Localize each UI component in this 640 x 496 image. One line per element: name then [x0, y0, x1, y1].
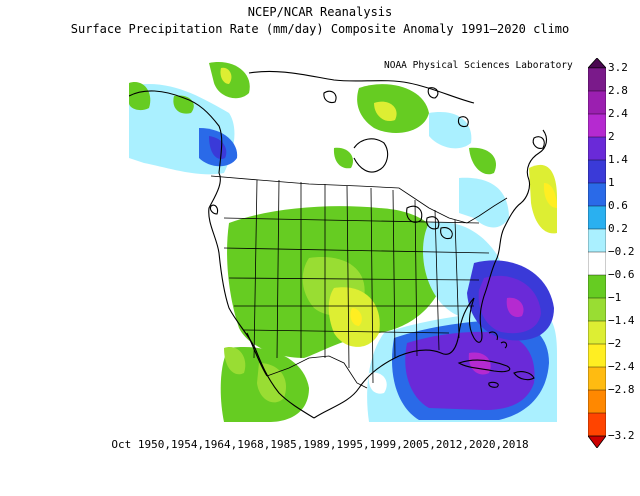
colorbar-swatch [588, 67, 606, 92]
composite-years-caption: Oct 1950,1954,1964,1968,1985,1989,1995,1… [111, 438, 529, 451]
cyan-patch-canada [429, 112, 472, 149]
colorbar-tick-label: −0.2 [608, 245, 635, 258]
colorbar-tick-label: 2 [608, 130, 615, 143]
purple-region-caribbean [405, 331, 535, 410]
colorbar-swatch [588, 205, 606, 230]
darkblue-patch-nw [209, 136, 227, 160]
green-patch-hudson [333, 147, 354, 169]
colorbar-swatch [588, 343, 606, 368]
colorbar-tick-label: −2 [608, 337, 622, 350]
arctic-islands [323, 87, 469, 128]
coast-baja [246, 332, 268, 377]
coast-arctic [248, 70, 475, 104]
magenta-spot-atlantic [506, 297, 524, 318]
colorbar-tick-label: −1 [608, 291, 622, 304]
newfoundland [532, 136, 545, 149]
colorbar-swatch [588, 389, 606, 414]
colorbar-tick-label: 2.4 [608, 107, 628, 120]
coast-hudson [353, 138, 389, 173]
colorbar-swatches [588, 67, 606, 437]
cuba-island [457, 359, 511, 373]
hispaniola-island [513, 371, 535, 381]
orange-spot-texas [350, 308, 362, 326]
colorbar-tick-label: 2.8 [608, 84, 628, 97]
yellow-patch-atlantic [529, 164, 557, 234]
colorbar-tick-label: 0.2 [608, 222, 628, 235]
colorbar-swatch [588, 136, 606, 161]
colorbar-swatch [588, 113, 606, 138]
coast-west [208, 172, 315, 419]
border-us-mexico [266, 355, 368, 389]
colorbar-swatch [588, 297, 606, 322]
white-gap-west [129, 238, 219, 422]
map-title: NCEP/NCAR Reanalysis [247, 5, 393, 19]
colorbar-swatch [588, 412, 606, 437]
green-patch-baja [224, 347, 246, 375]
colorbar-swatch [588, 228, 606, 253]
orange-patch-atlantic [543, 183, 557, 208]
state-lines-horizontal [223, 217, 490, 334]
state-borders [210, 175, 508, 389]
coastlines [129, 70, 548, 419]
colorbar-swatch [588, 320, 606, 345]
map-subtitle: Surface Precipitation Rate (mm/day) Comp… [70, 22, 570, 36]
colorbar-tick-label: −2.4 [608, 360, 635, 373]
colorbar-tick-label: −3.2 [608, 429, 635, 442]
coast-alaska [129, 90, 223, 174]
colorbar-swatch [588, 251, 606, 276]
anomaly-map [129, 58, 557, 422]
colorbar-tick-label: 0.6 [608, 199, 628, 212]
colorbar [588, 58, 606, 448]
green-patch-quebec [469, 147, 497, 175]
colorbar-bottom-arrow [588, 435, 606, 448]
yellow-patch-canada [374, 101, 397, 122]
colorbar-tick-label: 3.2 [608, 61, 628, 74]
coast-florida [468, 295, 485, 343]
bahamas-islands [488, 331, 508, 349]
coast-gulf [313, 297, 475, 419]
yellow-patch-alaska [220, 67, 232, 84]
colorbar-swatch [588, 366, 606, 391]
credit-label: NOAA Physical Sciences Laboratory [384, 60, 573, 71]
coast-northeast [526, 129, 548, 181]
coast-east [483, 179, 531, 297]
vancouver-island [209, 204, 219, 215]
green-patch-ak-coast [129, 82, 151, 111]
colorbar-tick-label: −1.4 [608, 314, 635, 327]
colorbar-top-arrow [588, 58, 606, 69]
colorbar-tick-label: −2.8 [608, 383, 635, 396]
colorbar-tick-label: 1.4 [608, 153, 628, 166]
colorbar-swatch [588, 90, 606, 115]
jamaica-island [488, 381, 499, 388]
colorbar-tick-label: 1 [608, 176, 615, 189]
colorbar-swatch [588, 159, 606, 184]
colorbar-swatch [588, 274, 606, 299]
cyan-patch-east [459, 177, 509, 228]
colorbar-tick-label: −0.6 [608, 268, 635, 281]
colorbar-swatch [588, 182, 606, 207]
